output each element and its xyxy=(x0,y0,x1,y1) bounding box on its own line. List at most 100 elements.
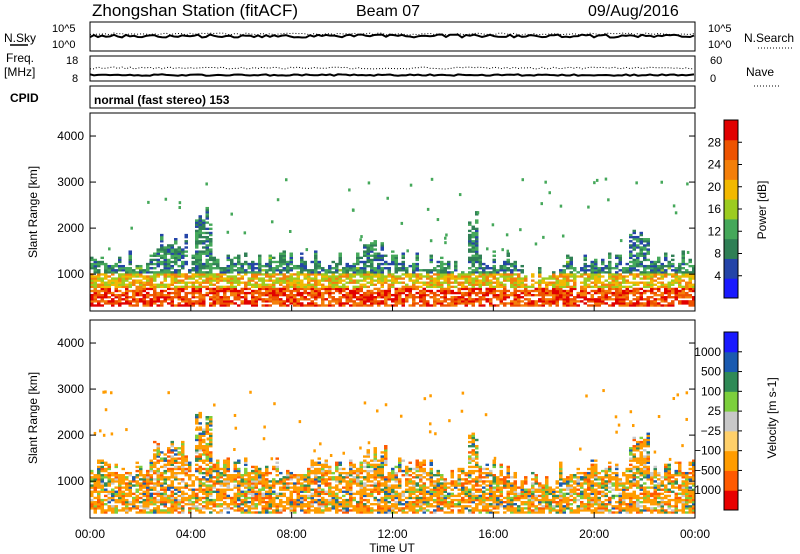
range-cell xyxy=(310,478,314,481)
range-cell xyxy=(163,469,167,473)
range-cell xyxy=(202,428,206,431)
range-cell xyxy=(195,300,199,303)
range-cell xyxy=(261,273,265,276)
range-cell xyxy=(492,291,496,295)
range-cell xyxy=(258,291,262,295)
range-cell xyxy=(646,271,650,274)
range-cell xyxy=(618,293,622,297)
range-cell xyxy=(251,271,255,274)
range-cell xyxy=(506,249,510,253)
range-cell xyxy=(93,285,97,289)
range-cell xyxy=(149,302,153,305)
range-cell xyxy=(223,293,227,297)
range-cell xyxy=(107,463,111,467)
range-cell xyxy=(93,511,97,514)
range-cell xyxy=(286,486,290,489)
range-cell xyxy=(486,247,489,251)
range-cell xyxy=(576,291,580,295)
range-cell xyxy=(331,478,335,481)
range-cell xyxy=(142,492,146,496)
range-cell xyxy=(216,296,220,299)
range-cell xyxy=(104,509,108,512)
range-cell xyxy=(296,505,300,508)
range-cell xyxy=(321,277,325,280)
range-cell xyxy=(279,509,283,512)
range-cell xyxy=(510,262,514,266)
range-cell xyxy=(377,267,381,270)
range-cell xyxy=(111,298,115,301)
range-cell xyxy=(394,291,398,295)
range-cell xyxy=(317,478,321,481)
range-cell xyxy=(688,281,692,284)
range-cell xyxy=(167,484,171,487)
range-cell xyxy=(422,296,426,299)
range-cell xyxy=(191,289,195,293)
range-cell xyxy=(177,287,181,291)
range-cell xyxy=(328,471,332,475)
range-cell xyxy=(156,275,160,278)
range-cell xyxy=(566,283,570,286)
range-cell xyxy=(139,300,143,303)
range-cell xyxy=(356,490,360,493)
range-cell xyxy=(338,298,342,301)
range-cell xyxy=(233,287,237,291)
range-cell xyxy=(167,463,171,467)
range-cell xyxy=(485,293,489,297)
range-cell xyxy=(583,254,587,257)
range-cell xyxy=(114,498,118,502)
range-cell xyxy=(590,260,594,264)
range-cell xyxy=(594,279,598,282)
range-cell xyxy=(90,302,94,305)
range-cell xyxy=(664,296,668,299)
range-cell xyxy=(405,474,409,477)
range-cell xyxy=(226,476,230,479)
range-cell xyxy=(552,273,556,276)
range-cell xyxy=(223,496,227,500)
range-cell xyxy=(401,256,405,260)
range-cell xyxy=(317,490,321,493)
range-cell xyxy=(209,480,213,483)
range-cell xyxy=(97,459,101,462)
range-cell xyxy=(485,271,489,274)
range-cell xyxy=(597,271,601,274)
range-cell xyxy=(335,509,339,512)
range-cell xyxy=(108,247,111,251)
range-cell xyxy=(688,277,692,280)
range-cell xyxy=(139,291,143,295)
range-cell xyxy=(667,262,671,266)
range-cell xyxy=(149,480,153,483)
range-cell xyxy=(356,469,360,473)
range-cell xyxy=(300,264,304,268)
range-cell xyxy=(237,467,241,471)
range-cell xyxy=(608,256,612,260)
range-cell xyxy=(237,291,241,295)
range-cell xyxy=(216,467,220,471)
range-cell xyxy=(520,304,524,307)
range-cell xyxy=(163,267,167,270)
range-cell xyxy=(111,471,115,475)
range-cell xyxy=(100,298,104,301)
range-cell xyxy=(384,463,388,467)
range-cell xyxy=(303,488,307,491)
range-cell xyxy=(387,291,391,295)
range-cell xyxy=(478,283,482,286)
range-cell xyxy=(517,277,521,280)
range-cell xyxy=(160,503,164,506)
range-cell xyxy=(118,277,122,280)
range-cell xyxy=(370,490,374,493)
range-cell xyxy=(622,271,626,274)
range-cell xyxy=(548,302,552,305)
range-cell xyxy=(331,260,335,264)
range-cell xyxy=(97,293,101,297)
range-cell xyxy=(594,283,598,286)
range-cell xyxy=(310,279,314,282)
range-cell xyxy=(163,463,167,467)
range-cell xyxy=(202,304,206,307)
range-cell xyxy=(352,465,356,469)
range-cell xyxy=(100,490,104,493)
range-cell xyxy=(160,281,164,284)
range-cell xyxy=(531,273,535,276)
range-cell xyxy=(296,298,300,301)
range-cell xyxy=(226,254,230,257)
range-cell xyxy=(688,258,692,262)
